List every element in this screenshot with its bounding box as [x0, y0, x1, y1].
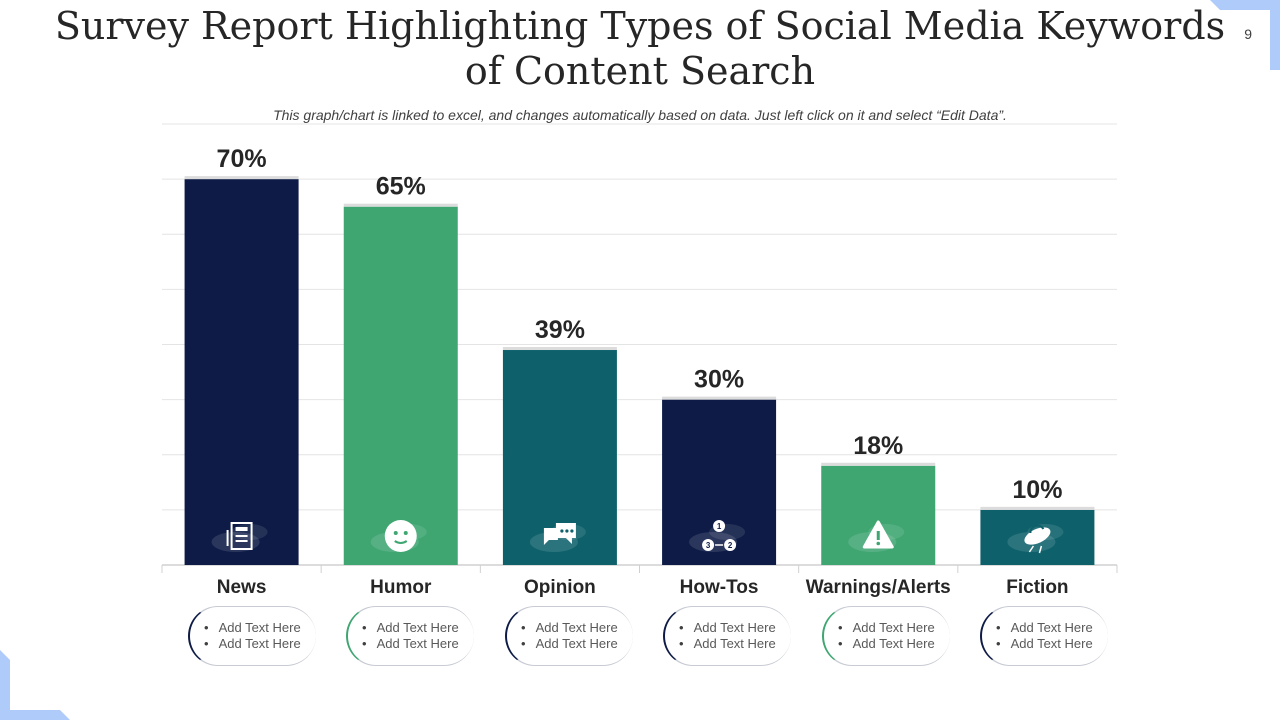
category-label: News: [217, 577, 267, 598]
note-item: Add Text Here: [521, 620, 618, 636]
note-pill-opinion: Add Text Here Add Text Here: [505, 606, 633, 666]
category-label: Opinion: [524, 577, 596, 598]
category-label: Fiction: [1006, 577, 1068, 598]
data-label: 65%: [376, 173, 426, 201]
data-label: 39%: [535, 316, 585, 344]
corner-decoration-top-right: [1210, 0, 1280, 70]
bar-news: [184, 179, 299, 565]
bar-how-tos: [662, 399, 777, 565]
note-pill-news: Add Text Here Add Text Here: [188, 606, 316, 666]
bar-humor: [343, 206, 458, 565]
note-pill-warnings-alerts: Add Text Here Add Text Here: [822, 606, 950, 666]
data-label: 10%: [1012, 476, 1062, 504]
smiley-icon: [370, 520, 427, 552]
bar-top-shadow: [184, 176, 299, 180]
note-item: Add Text Here: [996, 636, 1093, 652]
data-label: 18%: [853, 432, 903, 460]
note-item: Add Text Here: [838, 620, 935, 636]
svg-text:1: 1: [717, 522, 722, 531]
note-pill-humor: Add Text Here Add Text Here: [346, 606, 474, 666]
note-pill-how-tos: Add Text Here Add Text Here: [663, 606, 791, 666]
warning-icon: [848, 520, 905, 552]
newspaper-icon: [211, 522, 268, 552]
bar-top-shadow: [502, 347, 617, 351]
note-item: Add Text Here: [679, 620, 776, 636]
note-item: Add Text Here: [521, 636, 618, 652]
page-title: Survey Report Highlighting Types of Soci…: [54, 4, 1226, 93]
note-pill-fiction: Add Text Here Add Text Here: [980, 606, 1108, 666]
svg-text:2: 2: [728, 541, 733, 550]
numbered-steps-icon: 1 3 2: [689, 520, 746, 552]
bar-top-shadow: [821, 462, 936, 466]
note-item: Add Text Here: [838, 636, 935, 652]
note-item: Add Text Here: [362, 620, 459, 636]
ufo-icon: [1007, 524, 1064, 554]
bar-top-shadow: [980, 506, 1095, 510]
bar-top-shadow: [662, 396, 777, 400]
page-number: 9: [1244, 26, 1252, 42]
bar-chart[interactable]: 70% News 65% Humor 39% Opinion 30% How-Tos 1 3 2 18…: [0, 0, 1280, 600]
corner-decoration-bottom-left: [0, 650, 70, 720]
category-label: How-Tos: [680, 577, 759, 598]
note-item: Add Text Here: [996, 620, 1093, 636]
note-item: Add Text Here: [204, 636, 301, 652]
bar-top-shadow: [343, 203, 458, 207]
category-label: Humor: [370, 577, 432, 598]
data-label: 70%: [217, 145, 267, 173]
note-item: Add Text Here: [204, 620, 301, 636]
note-item: Add Text Here: [362, 636, 459, 652]
chat-bubbles-icon: [529, 523, 586, 552]
note-item: Add Text Here: [679, 636, 776, 652]
category-label: Warnings/Alerts: [806, 577, 951, 598]
chart-subtitle: This graph/chart is linked to excel, and…: [273, 107, 1007, 123]
data-label: 30%: [694, 366, 744, 394]
svg-text:3: 3: [706, 541, 711, 550]
